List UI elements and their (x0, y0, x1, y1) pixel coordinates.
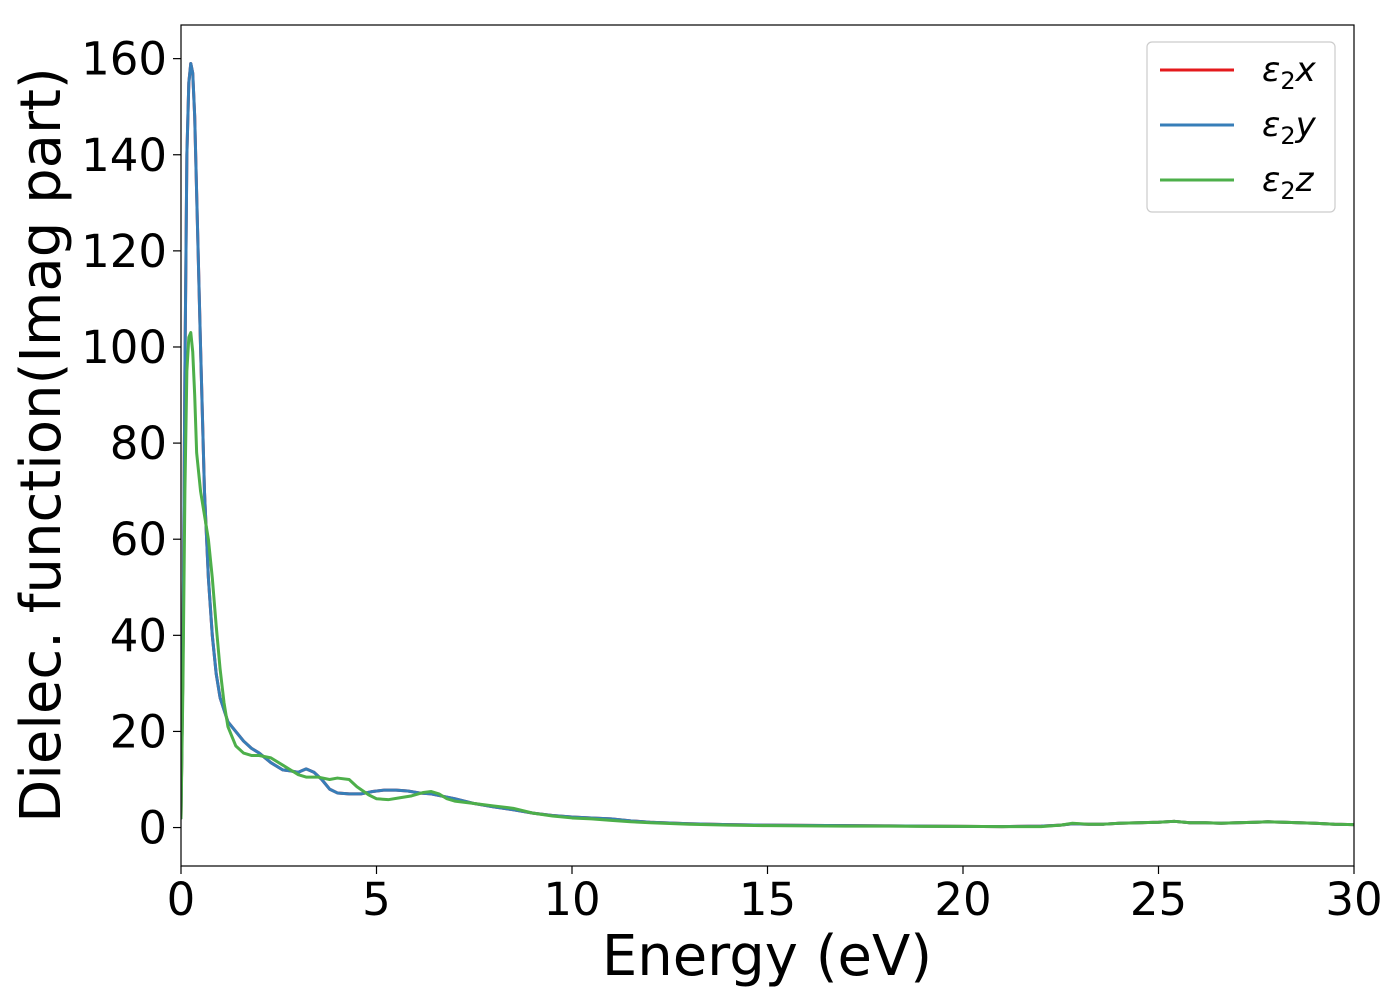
series-layer (181, 61, 1354, 829)
y-tick-label: 100 (81, 321, 167, 374)
series-line-z (181, 331, 1354, 829)
y-tick-label: 80 (110, 417, 167, 470)
legend-label-x: ε2x (1262, 50, 1317, 95)
x-tick-label: 0 (167, 873, 196, 926)
y-tick-label: 160 (81, 33, 167, 86)
x-tick-label: 10 (543, 873, 600, 926)
x-tick-label: 15 (739, 873, 796, 926)
legend-box (1146, 41, 1336, 213)
legend-label-y: ε2y (1262, 105, 1317, 150)
x-tick-label: 20 (934, 873, 991, 926)
y-axis-label: Dielec. function(Imag part) (9, 67, 74, 823)
x-axis: 0 5 10 15 20 25 30 (167, 866, 1383, 926)
y-tick-label: 40 (110, 609, 167, 662)
y-tick-label: 20 (110, 705, 167, 758)
y-tick-label: 120 (81, 225, 167, 278)
x-axis-label: Energy (eV) (602, 924, 932, 989)
x-tick-label: 25 (1130, 873, 1187, 926)
x-tick-label: 5 (362, 873, 391, 926)
x-tick-label: 30 (1325, 873, 1382, 926)
legend-label-z: ε2z (1262, 160, 1315, 205)
y-tick-label: 0 (138, 802, 167, 855)
y-tick-label: 140 (81, 129, 167, 182)
y-tick-label: 60 (110, 513, 167, 566)
legend: ε2x ε2y ε2z (1146, 41, 1336, 213)
y-axis: 0 20 40 60 80 100 120 140 160 (81, 33, 181, 855)
